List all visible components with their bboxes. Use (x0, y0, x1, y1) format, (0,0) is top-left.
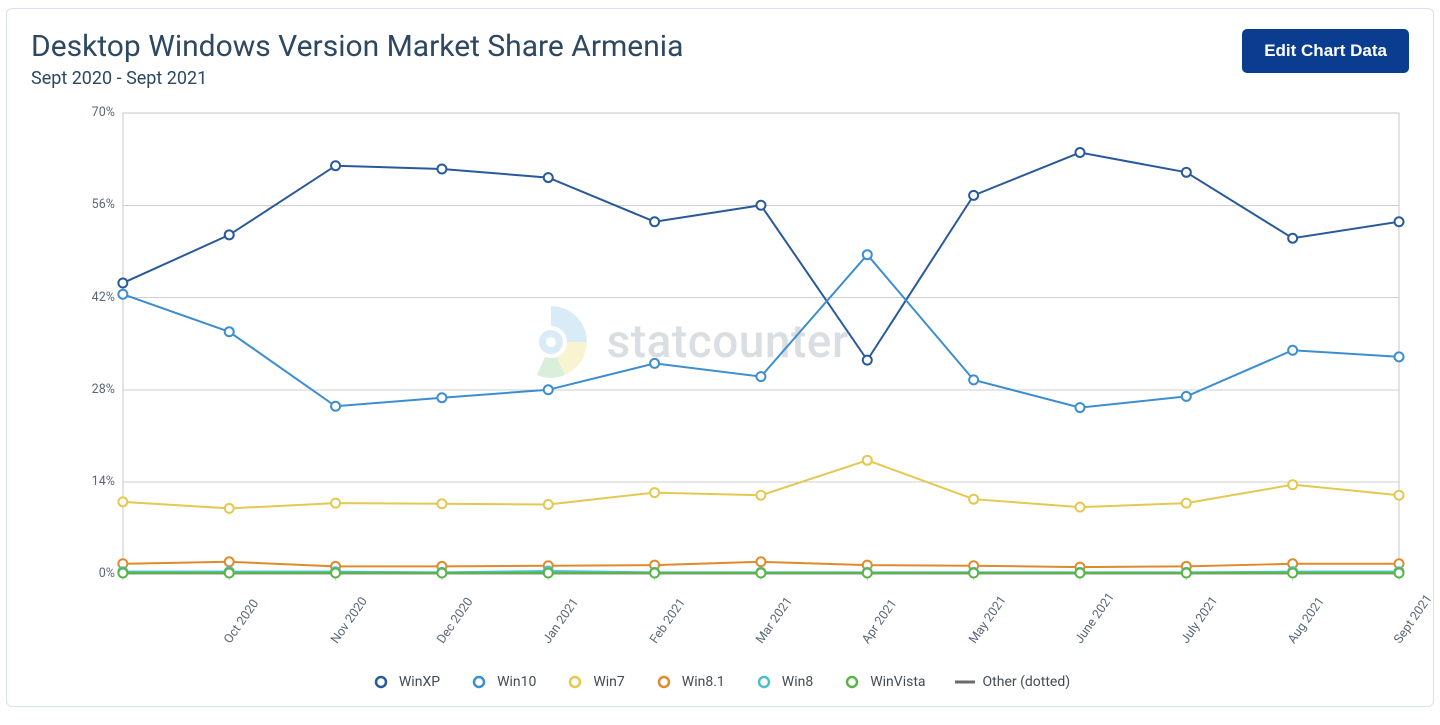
legend-label: Win8 (782, 674, 813, 690)
legend-label: Win7 (593, 674, 624, 690)
line-chart (31, 107, 1409, 666)
legend-label: WinXP (399, 674, 440, 690)
legend-item-Win7[interactable]: Win7 (564, 674, 624, 690)
legend-label: Win10 (497, 674, 536, 690)
legend-swatch-icon (468, 675, 490, 689)
chart-area: statcounter 0%14%28%42%56%70%Oct 2020Nov… (31, 107, 1409, 666)
legend-item-WinXP[interactable]: WinXP (370, 674, 440, 690)
legend-item-Other[interactable]: Other (dotted) (954, 674, 1071, 690)
legend-item-WinVista[interactable]: WinVista (841, 674, 925, 690)
legend-label: Win8.1 (682, 674, 725, 690)
legend-swatch-icon (370, 675, 392, 689)
legend-swatch-icon (954, 675, 976, 689)
chart-card: Desktop Windows Version Market Share Arm… (6, 8, 1434, 707)
edit-chart-data-button[interactable]: Edit Chart Data (1242, 29, 1409, 73)
legend-swatch-icon (564, 675, 586, 689)
legend-label: WinVista (870, 674, 925, 690)
legend-swatch-icon (653, 675, 675, 689)
chart-header: Desktop Windows Version Market Share Arm… (31, 29, 1409, 89)
chart-legend: WinXP Win10 Win7 Win8.1 Win8 WinVista Other (d… (31, 674, 1409, 690)
legend-item-Win8_1[interactable]: Win8.1 (653, 674, 725, 690)
legend-swatch-icon (841, 675, 863, 689)
legend-swatch-icon (753, 675, 775, 689)
chart-subtitle: Sept 2020 - Sept 2021 (31, 68, 683, 89)
chart-title: Desktop Windows Version Market Share Arm… (31, 29, 683, 64)
legend-item-Win10[interactable]: Win10 (468, 674, 536, 690)
legend-item-Win8[interactable]: Win8 (753, 674, 813, 690)
legend-label: Other (dotted) (983, 674, 1071, 690)
